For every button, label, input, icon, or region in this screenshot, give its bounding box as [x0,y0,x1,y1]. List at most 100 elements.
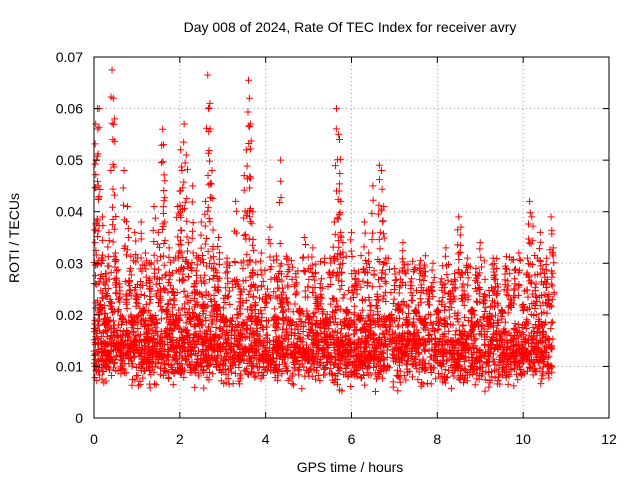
data-point [479,313,487,321]
data-point [312,375,320,383]
data-point [350,330,358,338]
data-point [344,335,352,343]
data-points [90,66,558,396]
data-point [292,320,300,328]
data-point [260,371,268,379]
data-point [344,359,352,367]
data-point [525,339,532,347]
data-point [180,334,188,342]
data-point [215,365,223,373]
data-point [163,314,171,322]
data-point [517,357,525,365]
data-point [386,337,394,345]
data-point [191,344,199,352]
data-point [480,330,488,338]
data-point [176,352,184,360]
data-point [257,340,265,348]
data-point [185,352,193,360]
data-point [385,330,393,338]
data-point [261,365,269,373]
data-point [426,331,434,339]
data-point [422,366,430,374]
data-point [197,359,205,367]
data-point [435,319,443,327]
data-point [338,387,346,395]
data-point [481,376,489,384]
data-point [383,363,391,371]
data-point [453,350,461,358]
data-point [495,361,503,369]
data-point [280,317,288,325]
data-point [205,351,213,359]
data-point [157,327,165,335]
data-point [178,333,186,341]
data-point [146,384,154,392]
data-point [419,380,427,388]
data-point [444,276,452,284]
data-point [311,340,319,348]
data-point [99,329,107,337]
data-point [265,317,273,325]
data-point [456,331,464,339]
data-point [365,314,373,322]
data-point [403,329,411,337]
data-point [366,347,374,355]
data-point [414,376,422,384]
data-point [494,376,502,384]
data-point [228,368,236,376]
data-point [126,339,134,347]
data-point [432,351,440,359]
data-point [190,366,198,374]
data-point [284,346,292,354]
data-point [118,353,126,361]
data-point [191,383,199,391]
data-point [416,358,424,366]
data-point [353,352,361,360]
data-point [531,271,539,279]
data-point [281,334,289,342]
data-point [460,365,468,373]
data-point [357,283,365,291]
data-point [152,280,160,288]
data-point [130,338,138,346]
data-point [370,364,378,372]
data-point [259,324,267,332]
data-point [130,345,138,353]
data-point [183,335,191,343]
data-point [101,339,109,347]
data-point [377,357,385,365]
data-point [510,382,518,390]
data-point [420,277,428,285]
data-point [366,302,374,310]
data-point [371,369,379,377]
data-point [167,335,175,343]
data-point [247,314,255,322]
data-point [318,294,326,302]
data-point [145,360,153,368]
data-point [237,356,245,364]
data-point [460,375,468,383]
data-point [246,287,254,295]
data-point [222,328,230,336]
data-point [130,353,138,361]
data-point [511,365,519,373]
data-point [521,337,529,345]
data-point [165,374,173,382]
data-point [463,377,471,385]
data-point [362,343,370,351]
data-point [408,352,416,360]
data-point [494,344,502,352]
y-tick-label: 0.01 [56,358,83,374]
data-point [514,320,522,328]
data-point [127,252,135,260]
data-point [176,344,184,352]
data-point [173,348,181,356]
data-point [283,366,291,374]
data-point [463,333,471,341]
data-point [339,337,347,345]
data-point [150,380,158,388]
data-point [462,353,470,361]
data-point [485,291,493,299]
data-point [425,359,433,367]
data-point [292,343,300,351]
